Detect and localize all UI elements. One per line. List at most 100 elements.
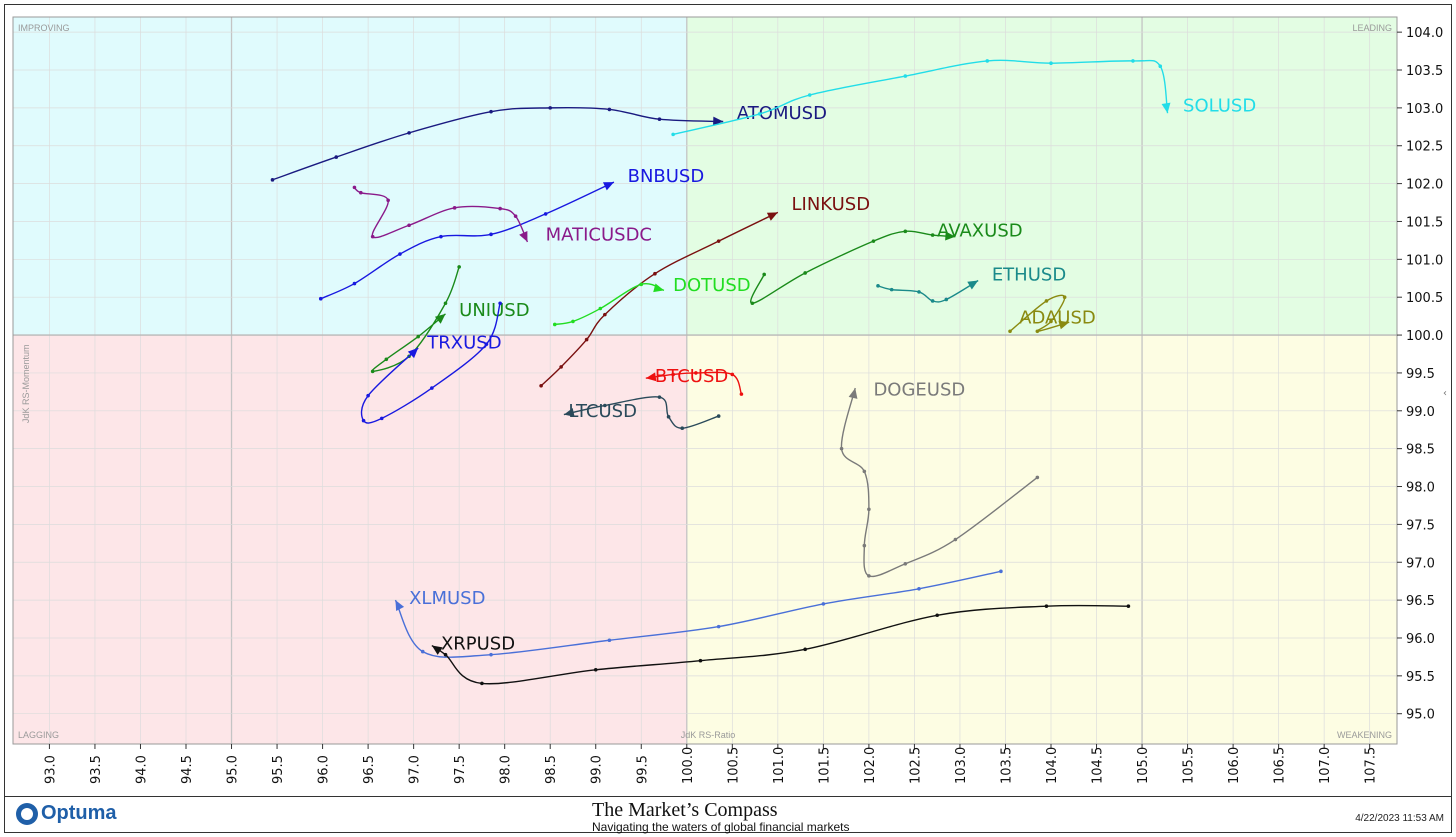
trail-point-bnbusd — [543, 212, 548, 216]
trail-point-solusd — [903, 74, 908, 78]
trail-point-xlmusd — [716, 624, 721, 629]
trail-point-ltcusd — [603, 403, 607, 408]
trail-point-atomusd — [489, 109, 493, 114]
trail-point-maticusdc — [407, 223, 411, 228]
trail-point-uniusd — [443, 301, 448, 306]
x-tick-label: 96.5 — [362, 755, 377, 784]
collapse-arrow-icon[interactable]: ‹ — [1443, 388, 1447, 399]
x-tick-label: 103.0 — [954, 747, 969, 784]
x-tick-label: 96.0 — [317, 755, 332, 784]
x-tick-label: 106.0 — [1227, 747, 1242, 784]
y-tick-label: 102.5 — [1406, 140, 1443, 155]
label-xlmusd: XLMUSD — [409, 588, 485, 609]
trail-point-ethusd — [889, 287, 894, 292]
axes-layer: 95.0 95.5 96.0 96.5 97.0 97.5 98.0 98.5 99.0 99.5… — [43, 26, 1443, 784]
label-trxusd: TRXUSD — [426, 333, 501, 354]
arrowhead-atomusd — [713, 116, 724, 126]
y-tick-label: 99.5 — [1406, 367, 1435, 382]
x-tick-label: 107.0 — [1318, 747, 1333, 784]
trail-point-uniusd — [384, 357, 389, 362]
series-maticusdc: MATICUSDC — [352, 185, 652, 245]
brand-title: The Market’s Compass — [592, 799, 778, 821]
x-tick-label: 94.5 — [180, 755, 195, 784]
trail-point-atomusd — [407, 131, 411, 135]
arrowhead-uniusd — [434, 313, 446, 324]
rrg-chart: IMPROVING LEADING LAGGING WEAKENING JdK RS-R… — [12, 16, 1443, 784]
trail-point-adausd — [1049, 319, 1053, 324]
trail-point-xrpusd — [1126, 604, 1131, 608]
x-tick-label: 100.5 — [726, 747, 741, 784]
trail-point-btcusd — [739, 392, 744, 396]
x-tick-label: 97.0 — [408, 755, 423, 784]
series-trxusd: TRXUSD — [360, 301, 502, 424]
label-solusd: SOLUSD — [1183, 96, 1256, 117]
x-tick-label: 105.5 — [1182, 747, 1197, 784]
trail-point-xlmusd — [821, 602, 826, 606]
label-bnbusd: BNBUSD — [628, 166, 705, 187]
label-uniusd: UNIUSD — [459, 300, 529, 321]
trail-point-ltcusd — [666, 415, 671, 419]
y-tick-label: 95.5 — [1406, 670, 1435, 685]
label-ethusd: ETHUSD — [992, 265, 1066, 286]
trail-point-maticusdc — [452, 206, 457, 210]
trail-point-bnbusd — [318, 296, 323, 301]
trail-point-linkusd — [653, 271, 657, 276]
x-tick-label: 101.5 — [817, 747, 832, 784]
trail-point-trxusd — [498, 301, 502, 306]
optuma-logo-text: Optuma — [41, 802, 117, 824]
quadrant-weakening — [686, 335, 1397, 744]
trail-point-xrpusd — [698, 658, 703, 663]
trail-point-linkusd — [716, 239, 721, 243]
arrowhead-xrpusd — [431, 645, 443, 655]
trail-point-dogeusd — [862, 543, 867, 548]
trail-point-xrpusd — [1044, 604, 1049, 608]
trail-point-xlmusd — [917, 586, 921, 591]
x-tick-label: 93.5 — [89, 755, 104, 784]
series-btcusd: BTCUSD — [645, 366, 744, 396]
trail-point-xrpusd — [935, 613, 939, 618]
y-tick-label: 101.0 — [1406, 253, 1443, 268]
trail-point-maticusdc — [386, 198, 390, 203]
y-tick-label: 97.0 — [1406, 556, 1435, 571]
trail-point-bnbusd — [439, 234, 443, 239]
trail-point-trxusd — [366, 393, 370, 398]
trail-point-maticusdc — [370, 234, 375, 239]
arrowhead-trxusd — [407, 347, 419, 359]
trail-point-dotusd — [552, 322, 557, 327]
trail-point-dogeusd — [867, 507, 871, 512]
y-tick-label: 104.0 — [1406, 26, 1443, 41]
trail-point-trxusd — [379, 416, 384, 421]
label-avaxusd: AVAXUSD — [937, 221, 1022, 242]
y-tick-label: 99.0 — [1406, 405, 1435, 420]
x-tick-label: 95.5 — [271, 755, 286, 784]
trail-point-linkusd — [559, 365, 563, 369]
trail-point-trxusd — [361, 418, 366, 423]
trail-point-xrpusd — [803, 647, 807, 652]
trail-point-xlmusd — [607, 638, 612, 643]
trail-xlmusd — [394, 570, 1002, 658]
series-uniusd: UNIUSD — [370, 265, 530, 374]
trail-point-dogeusd — [862, 469, 867, 474]
trail-ltcusd — [563, 396, 719, 429]
x-tick-label: 104.5 — [1091, 747, 1106, 784]
trail-point-avaxusd — [903, 229, 908, 234]
trail-point-dogeusd — [867, 574, 871, 578]
y-tick-label: 95.0 — [1406, 708, 1435, 723]
arrowhead-dogeusd — [848, 388, 858, 399]
trail-point-adausd — [1062, 295, 1067, 299]
trail-point-maticusdc — [352, 185, 357, 190]
quadrant-lagging — [13, 335, 687, 744]
y-tick-label: 96.5 — [1406, 594, 1435, 609]
trail-solusd — [672, 59, 1169, 136]
trail-point-atomusd — [334, 155, 339, 159]
trail-point-adausd — [1035, 329, 1040, 334]
trail-point-ethusd — [944, 297, 949, 302]
optuma-logo: Optuma — [16, 802, 117, 825]
trail-point-avaxusd — [750, 301, 755, 306]
series-dotusd: DOTUSD — [552, 275, 751, 327]
trail-point-ethusd — [930, 299, 935, 303]
brand-subtitle: Navigating the waters of global financia… — [592, 820, 850, 834]
trail-point-btcusd — [671, 372, 675, 377]
trail-point-uniusd — [416, 334, 420, 339]
x-tick-label: 106.5 — [1273, 747, 1288, 784]
